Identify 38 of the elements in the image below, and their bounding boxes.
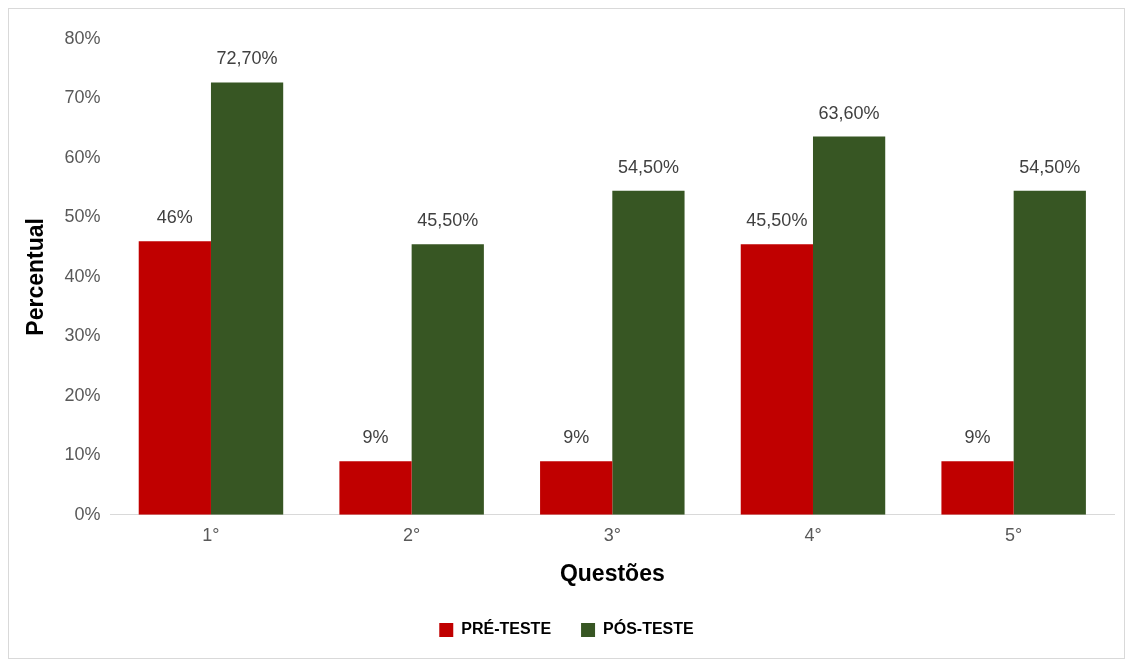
- x-tick-label: 4°: [804, 524, 822, 545]
- bar: [210, 82, 284, 515]
- data-label: 54,50%: [617, 156, 679, 177]
- data-label: 9%: [964, 427, 991, 448]
- bar: [941, 461, 1014, 515]
- bar: [612, 190, 685, 515]
- y-tick-label: 30%: [64, 325, 101, 346]
- x-axis-title: Questões: [559, 559, 665, 586]
- bar: [812, 136, 886, 515]
- bar: [1013, 190, 1086, 515]
- data-label: 45,50%: [417, 210, 479, 231]
- data-label: 63,60%: [818, 102, 880, 123]
- y-axis-title: Percentual: [22, 218, 49, 336]
- bar: [540, 461, 613, 515]
- y-tick-label: 40%: [64, 265, 101, 286]
- x-tick-label: 2°: [403, 524, 421, 545]
- x-tick-label: 5°: [1005, 524, 1023, 545]
- data-label: 72,70%: [216, 48, 278, 69]
- bar: [740, 244, 813, 515]
- y-tick-label: 80%: [64, 27, 101, 48]
- x-tick-label: 3°: [603, 524, 621, 545]
- x-tick-label: 1°: [202, 524, 220, 545]
- data-label: 45,50%: [746, 210, 808, 231]
- bar: [411, 244, 484, 515]
- y-tick-label: 0%: [74, 503, 101, 524]
- bar: [339, 461, 412, 515]
- y-tick-label: 10%: [64, 444, 101, 465]
- data-label: 46%: [156, 207, 193, 228]
- legend-label: PRÉ-TESTE: [461, 619, 552, 638]
- data-label: 9%: [362, 427, 389, 448]
- data-label: 54,50%: [1019, 156, 1081, 177]
- y-tick-label: 50%: [64, 206, 101, 227]
- y-tick-label: 70%: [64, 87, 101, 108]
- legend-label: PÓS-TESTE: [603, 619, 695, 638]
- y-tick-label: 20%: [64, 384, 101, 405]
- y-tick-label: 60%: [64, 146, 101, 167]
- data-label: 9%: [563, 427, 590, 448]
- bar: [138, 241, 211, 515]
